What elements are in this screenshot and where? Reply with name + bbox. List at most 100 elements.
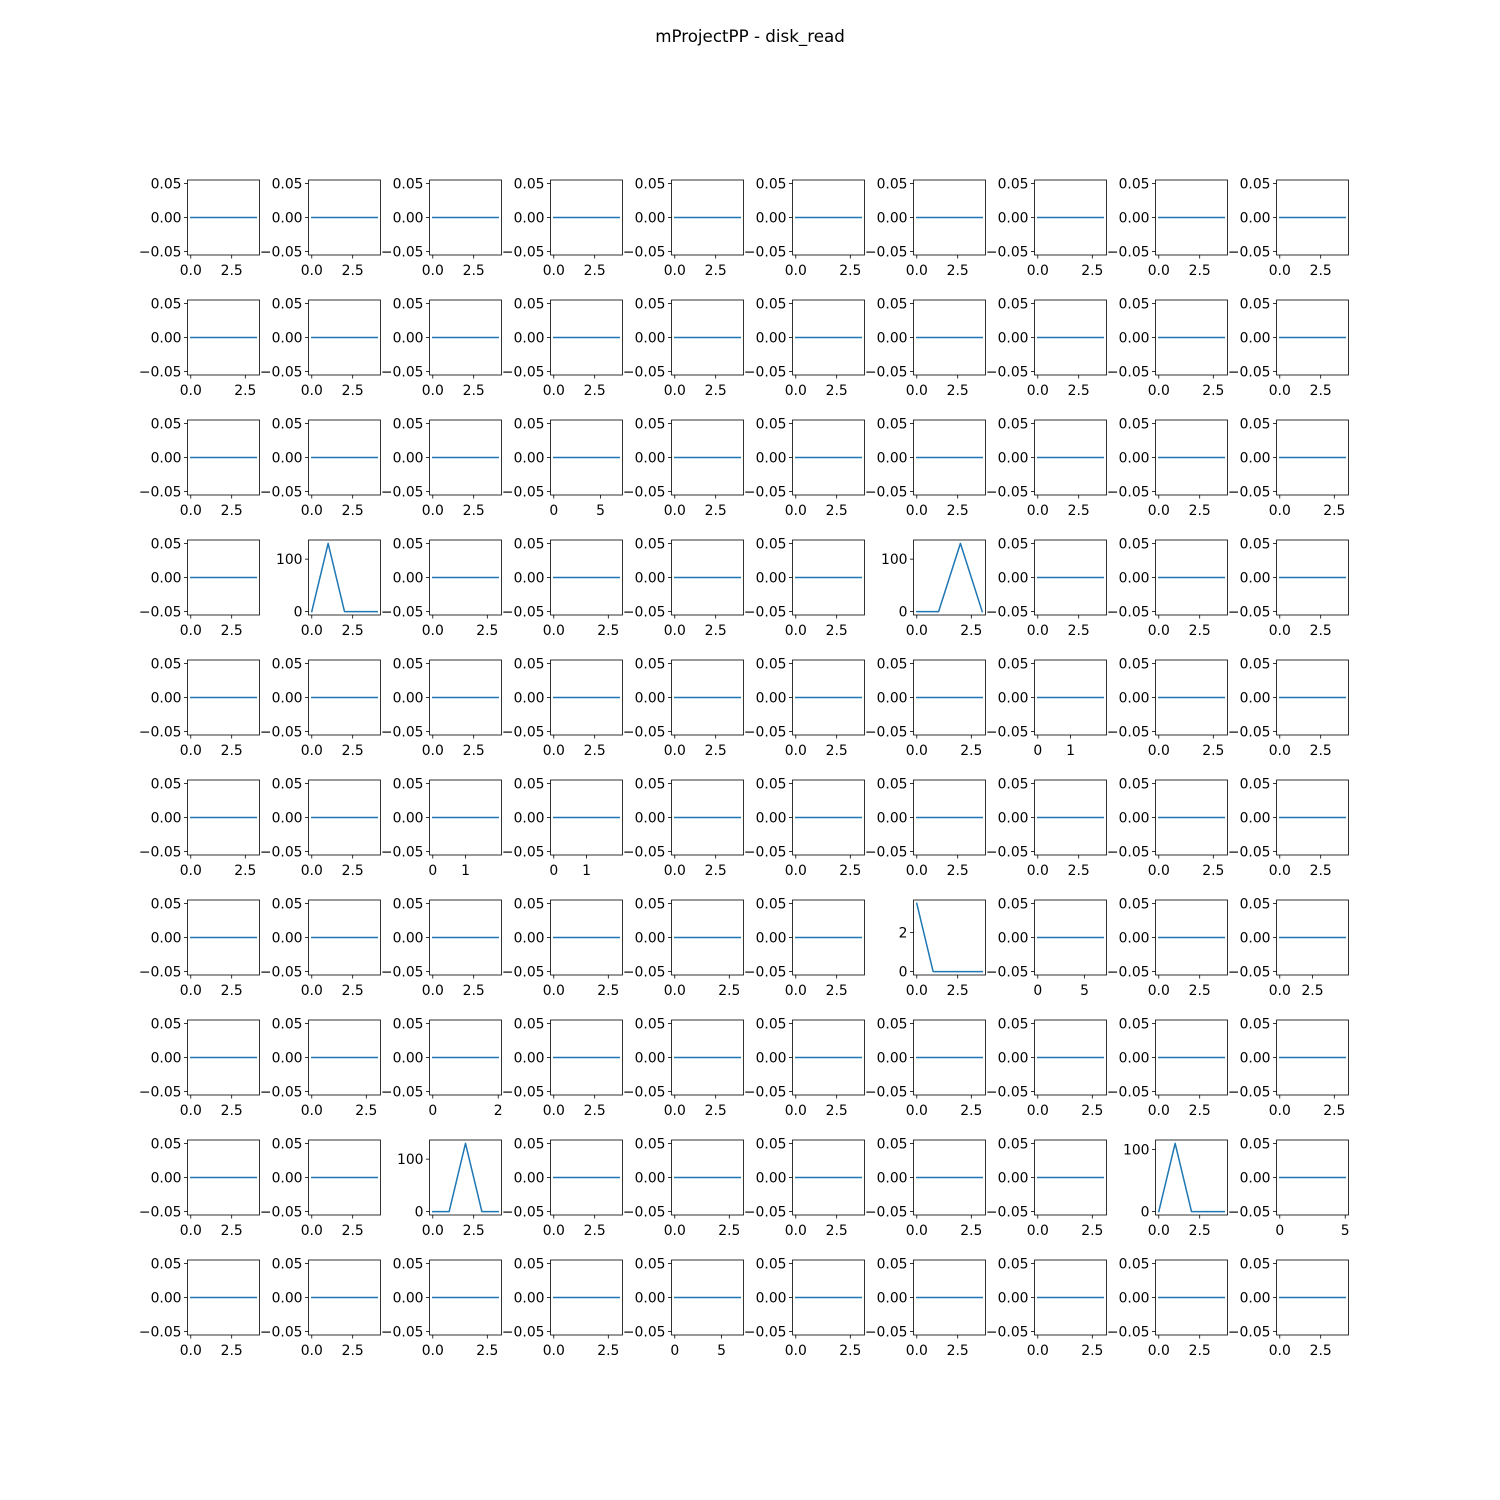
x-tick-label: 2.5 [342, 1343, 364, 1359]
y-tick-label: 0.05 [998, 416, 1029, 432]
x-tick-label: 0.0 [301, 503, 323, 519]
x-tick-label: 0.0 [543, 983, 565, 999]
x-tick-label: 0.0 [906, 1343, 928, 1359]
x-tick-label: 2.5 [476, 623, 498, 639]
x-tick-label: 2.5 [476, 1343, 498, 1359]
subplot-85: −0.05 0.00 0.05 0.0 2.5 [623, 1136, 744, 1239]
x-tick-label: 0 [1033, 983, 1042, 999]
subplot-37: 0 100 0.0 2.5 [881, 539, 986, 639]
subplot-83: 0 100 0.0 2.5 [397, 1139, 502, 1239]
x-tick-label: 2.5 [1310, 743, 1332, 759]
subplot-15: −0.05 0.00 0.05 0.0 2.5 [623, 296, 744, 399]
y-tick-label: 0.05 [1119, 1016, 1150, 1032]
subplot-64: −0.05 0.00 0.05 0.0 2.5 [502, 896, 623, 999]
y-tick-label: 0.05 [151, 416, 182, 432]
y-tick-label: 0.00 [272, 211, 303, 227]
x-tick-label: 0.0 [301, 1343, 323, 1359]
subplot-78: −0.05 0.00 0.05 0.0 2.5 [986, 1016, 1107, 1119]
y-tick-label: 0.05 [877, 1016, 908, 1032]
y-tick-label: 0.05 [998, 296, 1029, 312]
x-tick-label: 2.5 [705, 383, 727, 399]
x-tick-label: 0.0 [301, 263, 323, 279]
y-tick-label: 0.00 [998, 691, 1029, 707]
y-tick-label: 0.00 [877, 1171, 908, 1187]
y-tick-label: 0 [899, 965, 908, 981]
x-tick-label: 0 [549, 863, 558, 879]
y-tick-label: 0.05 [151, 1256, 182, 1272]
x-tick-label: 0.0 [1027, 1343, 1049, 1359]
x-tick-label: 5 [1080, 983, 1089, 999]
y-tick-label: −0.05 [1107, 1325, 1150, 1341]
y-tick-label: 0.05 [393, 656, 424, 672]
y-tick-label: −0.05 [139, 1325, 182, 1341]
y-tick-label: 0.05 [1240, 1256, 1271, 1272]
x-tick-label: 0.0 [422, 263, 444, 279]
subplot-43: −0.05 0.00 0.05 0.0 2.5 [381, 656, 502, 759]
y-tick-label: −0.05 [381, 485, 424, 501]
x-tick-label: 2.5 [584, 743, 606, 759]
y-tick-label: 0.05 [756, 1016, 787, 1032]
y-tick-label: 0.05 [272, 1256, 303, 1272]
y-tick-label: 0.00 [635, 571, 666, 587]
y-tick-label: 0.00 [877, 1291, 908, 1307]
y-tick-label: 0.05 [1240, 1136, 1271, 1152]
x-tick-label: 0.0 [543, 1103, 565, 1119]
x-tick-label: 0.0 [1027, 263, 1049, 279]
y-tick-label: −0.05 [986, 1085, 1029, 1101]
y-tick-label: 0.05 [393, 416, 424, 432]
y-tick-label: 0.00 [756, 811, 787, 827]
x-tick-label: 5 [717, 1343, 726, 1359]
x-tick-label: 2.5 [1310, 1343, 1332, 1359]
y-tick-label: 0.00 [514, 331, 545, 347]
x-tick-label: 2.5 [1068, 863, 1090, 879]
subplot-21: −0.05 0.00 0.05 0.0 2.5 [139, 416, 260, 519]
y-tick-label: −0.05 [1107, 965, 1150, 981]
y-tick-label: 0.05 [151, 1016, 182, 1032]
y-tick-label: 0.00 [151, 451, 182, 467]
x-tick-label: 0.0 [1148, 863, 1170, 879]
y-tick-label: 0.00 [393, 931, 424, 947]
x-tick-label: 0.0 [543, 1223, 565, 1239]
x-tick-label: 0.0 [180, 1343, 202, 1359]
y-tick-label: 0.00 [151, 571, 182, 587]
x-tick-label: 0.0 [664, 1223, 686, 1239]
x-tick-label: 2.5 [705, 863, 727, 879]
y-tick-label: −0.05 [260, 245, 303, 261]
subplot-12: −0.05 0.00 0.05 0.0 2.5 [260, 296, 381, 399]
y-tick-label: 0.05 [151, 536, 182, 552]
y-tick-label: 0.00 [393, 1291, 424, 1307]
y-tick-label: 0.05 [1119, 296, 1150, 312]
x-tick-label: 0.0 [301, 863, 323, 879]
y-tick-label: −0.05 [986, 485, 1029, 501]
x-tick-label: 2.5 [705, 263, 727, 279]
subplot-81: −0.05 0.00 0.05 0.0 2.5 [139, 1136, 260, 1239]
y-tick-label: −0.05 [744, 1325, 787, 1341]
subplot-14: −0.05 0.00 0.05 0.0 2.5 [502, 296, 623, 399]
y-tick-label: 0.00 [1119, 1051, 1150, 1067]
y-tick-label: −0.05 [260, 1205, 303, 1221]
y-tick-label: 0 [415, 1205, 424, 1221]
y-tick-label: 0.00 [151, 1051, 182, 1067]
subplot-19: −0.05 0.00 0.05 0.0 2.5 [1107, 296, 1228, 399]
y-tick-label: 0.00 [272, 931, 303, 947]
subplot-3: −0.05 0.00 0.05 0.0 2.5 [381, 176, 502, 279]
y-tick-label: −0.05 [744, 1085, 787, 1101]
y-tick-label: 0.05 [1119, 1256, 1150, 1272]
subplot-18: −0.05 0.00 0.05 0.0 2.5 [986, 296, 1107, 399]
x-tick-label: 5 [1341, 1223, 1350, 1239]
x-tick-label: 0 [1033, 743, 1042, 759]
x-tick-label: 2.5 [1202, 743, 1224, 759]
x-tick-label: 2.5 [826, 623, 848, 639]
subplot-38: −0.05 0.00 0.05 0.0 2.5 [986, 536, 1107, 639]
y-tick-label: −0.05 [502, 965, 545, 981]
y-tick-label: −0.05 [381, 1085, 424, 1101]
y-tick-label: 0.05 [393, 1016, 424, 1032]
y-tick-label: 0.05 [1240, 176, 1271, 192]
y-tick-label: 0.00 [635, 1291, 666, 1307]
subplot-87: −0.05 0.00 0.05 0.0 2.5 [865, 1136, 986, 1239]
subplot-39: −0.05 0.00 0.05 0.0 2.5 [1107, 536, 1228, 639]
x-tick-label: 0.0 [664, 983, 686, 999]
y-tick-label: 0.00 [1119, 811, 1150, 827]
x-tick-label: 0.0 [785, 1103, 807, 1119]
subplot-94: −0.05 0.00 0.05 0.0 2.5 [502, 1256, 623, 1359]
